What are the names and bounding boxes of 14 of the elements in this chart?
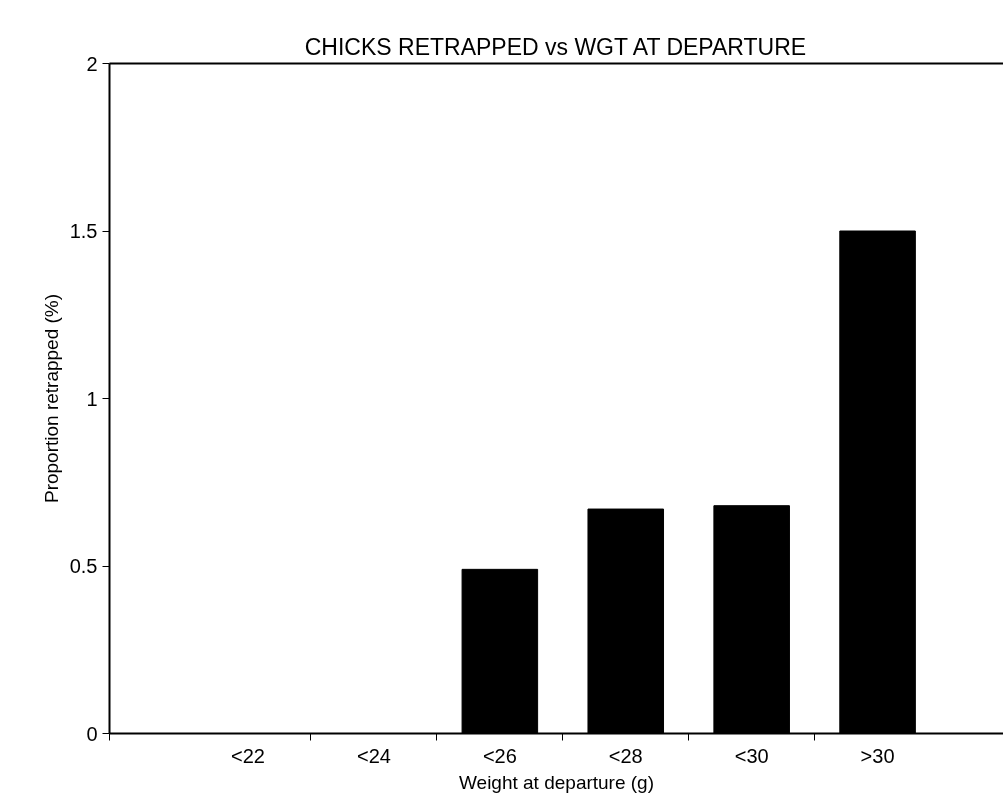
y-tick-label: 1 (86, 387, 98, 410)
y-tick-label: 2 (86, 52, 98, 75)
y-axis-title: Proportion retrapped (%) (40, 293, 62, 504)
chart-title: CHICKS RETRAPPED vs WGT AT DEPARTURE (304, 33, 807, 60)
y-tick-label: 0.5 (69, 555, 98, 577)
y-tick-label: 1.5 (69, 220, 98, 242)
x-tick-label: <28 (608, 744, 643, 767)
x-tick-label: <26 (482, 744, 517, 767)
x-tick-label: <24 (356, 744, 391, 767)
x-tick-label: >30 (860, 744, 895, 767)
x-axis-title: Weight at departure (g) (458, 771, 655, 793)
x-tick-label: <30 (734, 744, 769, 767)
x-tick-label: <22 (231, 744, 265, 767)
y-tick-label: 0 (86, 722, 98, 745)
